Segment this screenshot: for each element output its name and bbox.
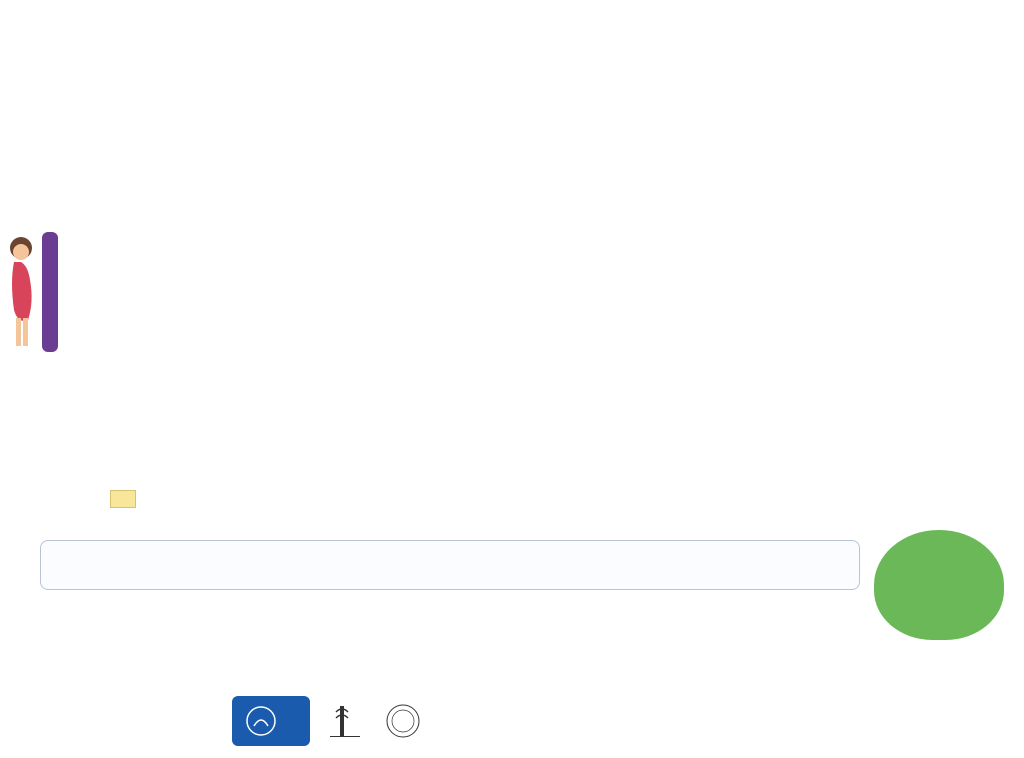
cdc-logo-box — [232, 696, 310, 746]
footer — [22, 696, 1002, 746]
pregnant-woman-icon — [0, 232, 42, 352]
back-page-badge — [874, 530, 1004, 640]
pregnancy-callout — [0, 232, 178, 352]
aap-seal-icon — [386, 704, 420, 738]
aafp-logo — [330, 704, 360, 739]
legend — [110, 490, 262, 508]
aap-logo — [380, 704, 420, 738]
aafp-staff-icon — [330, 704, 354, 738]
hhs-seal-icon — [246, 706, 276, 736]
footer-contact — [22, 705, 212, 738]
legend-swatch — [110, 490, 136, 508]
notes-box — [40, 540, 860, 590]
